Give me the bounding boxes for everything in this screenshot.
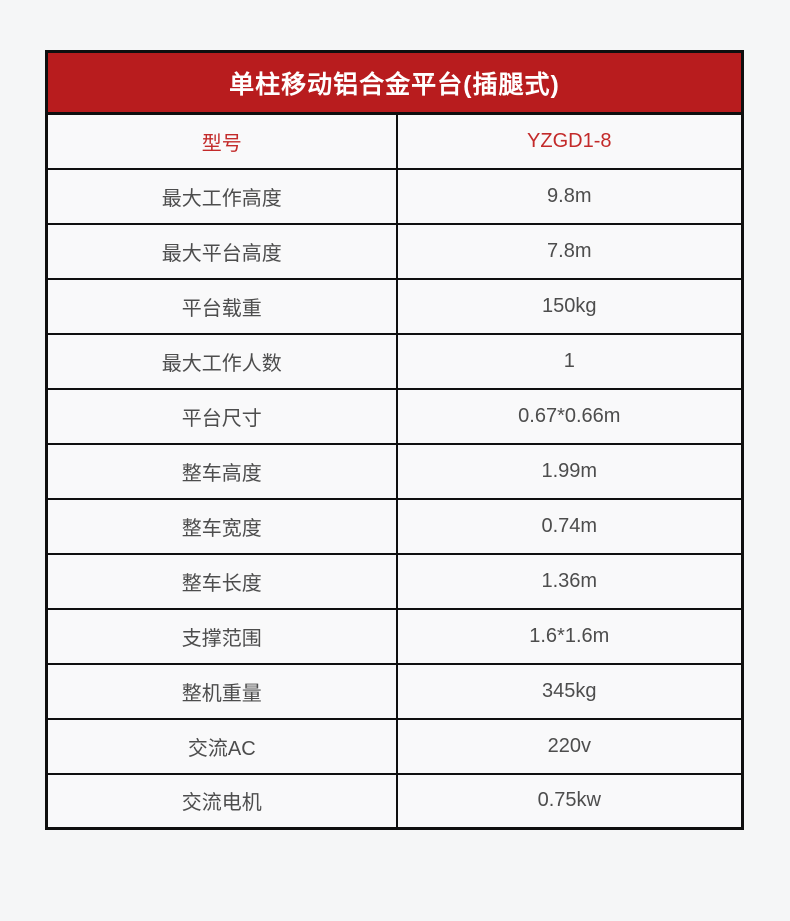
spec-value-cell: 345kg	[395, 662, 744, 720]
spec-value-cell: 9.8m	[395, 167, 744, 225]
spec-row: 整车高度 1.99m	[45, 442, 744, 500]
spec-label-cell: 整车长度	[45, 552, 398, 610]
spec-label-cell: 整车宽度	[45, 497, 398, 555]
spec-label-cell: 最大工作人数	[45, 332, 398, 390]
spec-row: 整车长度 1.36m	[45, 552, 744, 610]
spec-table-body: 型号 YZGD1-8 最大工作高度 9.8m 最大平台高度 7.8m 平台载重 150kg 最大…	[45, 112, 744, 830]
spec-row: 平台尺寸 0.67*0.66m	[45, 387, 744, 445]
spec-label-cell: 平台载重	[45, 277, 398, 335]
spec-value-cell: 220v	[395, 717, 744, 775]
spec-row: 型号 YZGD1-8	[45, 112, 744, 170]
spec-value-cell: 1	[395, 332, 744, 390]
spec-label-cell: 最大工作高度	[45, 167, 398, 225]
spec-row: 整机重量 345kg	[45, 662, 744, 720]
spec-table-container: 单柱移动铝合金平台(插腿式) 型号 YZGD1-8 最大工作高度 9.8m 最大平台高度…	[45, 50, 744, 830]
spec-value-cell: 0.67*0.66m	[395, 387, 744, 445]
spec-row: 整车宽度 0.74m	[45, 497, 744, 555]
spec-value-cell: 1.36m	[395, 552, 744, 610]
spec-value-cell: 7.8m	[395, 222, 744, 280]
spec-row: 交流AC 220v	[45, 717, 744, 775]
spec-value-cell: 1.99m	[395, 442, 744, 500]
spec-value-cell: 0.74m	[395, 497, 744, 555]
spec-row: 平台载重 150kg	[45, 277, 744, 335]
spec-label-cell: 整车高度	[45, 442, 398, 500]
spec-value-cell: 0.75kw	[395, 772, 744, 830]
spec-label-cell: 整机重量	[45, 662, 398, 720]
spec-table: 单柱移动铝合金平台(插腿式) 型号 YZGD1-8 最大工作高度 9.8m 最大平台高度…	[45, 50, 744, 830]
spec-label-cell: 平台尺寸	[45, 387, 398, 445]
spec-label-cell: 交流AC	[45, 717, 398, 775]
spec-label-cell: 支撑范围	[45, 607, 398, 665]
spec-label-cell: 型号	[45, 112, 398, 170]
table-title: 单柱移动铝合金平台(插腿式)	[45, 50, 744, 115]
spec-row: 最大工作高度 9.8m	[45, 167, 744, 225]
spec-row: 支撑范围 1.6*1.6m	[45, 607, 744, 665]
spec-value-cell: 1.6*1.6m	[395, 607, 744, 665]
spec-row: 交流电机 0.75kw	[45, 772, 744, 830]
spec-value-cell: YZGD1-8	[395, 112, 744, 170]
spec-row: 最大工作人数 1	[45, 332, 744, 390]
spec-label-cell: 交流电机	[45, 772, 398, 830]
spec-label-cell: 最大平台高度	[45, 222, 398, 280]
spec-row: 最大平台高度 7.8m	[45, 222, 744, 280]
table-title-row: 单柱移动铝合金平台(插腿式)	[45, 50, 744, 115]
spec-value-cell: 150kg	[395, 277, 744, 335]
